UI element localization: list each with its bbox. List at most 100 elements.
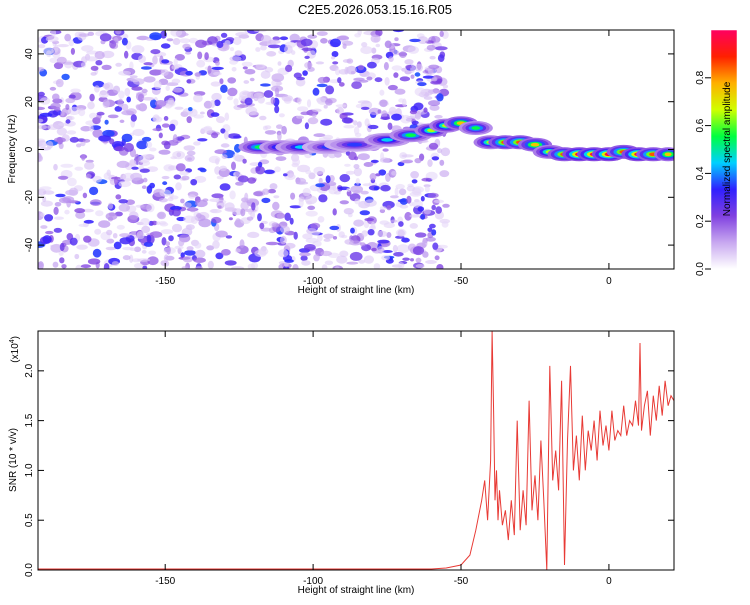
noise-blob [200,127,213,134]
noise-blob [284,212,292,221]
noise-blob [353,219,364,227]
noise-blob [53,227,63,233]
noise-blob [59,242,65,252]
noise-blob [159,189,172,197]
noise-blob [136,104,141,111]
noise-blob [199,111,205,115]
noise-blob [384,40,392,49]
noise-blob [302,233,313,240]
noise-blob [56,56,67,64]
noise-blob [67,106,81,116]
noise-blob [283,173,288,177]
noise-blob [264,130,277,135]
noise-blob [105,212,118,221]
noise-blob [170,156,177,160]
noise-blob [170,30,183,37]
noise-blob [84,161,95,170]
noise-blob [38,153,42,162]
noise-blob [57,44,69,48]
noise-blob [260,45,267,51]
noise-blob [178,239,185,247]
noise-blob [280,225,290,234]
noise-blob [220,128,226,134]
noise-blob [332,208,337,216]
noise-blob [92,248,102,258]
noise-blob [439,30,444,37]
noise-blob [46,141,54,149]
noise-blob [171,78,181,84]
noise-blob [373,263,381,269]
noise-blob [153,80,162,90]
noise-blob [422,251,429,258]
noise-blob [106,229,113,236]
noise-blob [151,220,158,226]
noise-blob [437,54,445,62]
noise-blob [188,107,193,112]
noise-blob [345,170,355,175]
noise-blob [362,183,372,187]
noise-blob [82,192,88,199]
noise-blob [404,70,412,75]
noise-blob [106,238,115,244]
noise-blob [344,239,354,245]
noise-blob [427,89,441,95]
y-tick-label: -20 [24,190,35,205]
noise-blob [369,173,377,181]
noise-blob [160,43,171,49]
noise-blob [189,206,197,213]
noise-blob [261,197,271,204]
noise-blob [353,167,362,177]
noise-blob [231,161,236,171]
noise-blob [81,154,86,161]
noise-blob [397,161,405,167]
noise-blob [127,215,138,223]
noise-blob [439,170,450,178]
noise-blob [122,255,131,261]
noise-blob [152,128,163,132]
noise-blob [211,92,222,102]
noise-blob [382,250,393,253]
noise-blob [423,107,428,113]
noise-blob [399,204,409,209]
noise-blob [115,62,122,67]
noise-blob [216,40,224,49]
noise-blob [74,253,80,260]
noise-blob [171,223,183,233]
noise-blob [272,201,280,211]
noise-blob [136,35,150,41]
noise-blob [225,235,233,239]
noise-blob [78,223,89,227]
noise-blob [285,64,293,72]
noise-blob [275,156,287,162]
noise-blob [421,239,428,248]
noise-blob [89,199,102,207]
noise-blob [317,216,325,223]
noise-blob [263,90,274,98]
noise-blob [168,165,179,171]
noise-blob [300,255,308,261]
noise-blob [382,148,389,152]
signal-blob [405,133,417,137]
noise-blob [121,133,133,143]
noise-blob [332,236,338,240]
noise-blob [399,76,411,82]
noise-blob [185,70,193,76]
noise-blob [220,32,228,38]
colorbar-tick-label: 0.0 [695,262,706,276]
noise-blob [87,31,95,36]
noise-blob [38,106,46,111]
noise-blob [427,192,439,199]
noise-blob [407,46,419,54]
noise-blob [146,234,152,244]
noise-blob [338,82,345,87]
noise-blob [374,77,383,83]
noise-blob [428,100,440,107]
noise-blob [371,47,377,54]
noise-blob [174,245,184,250]
noise-blob [207,65,212,74]
noise-blob [99,33,112,42]
noise-blob [174,54,185,61]
noise-blob [351,81,362,89]
noise-blob [344,163,351,167]
noise-blob [423,96,433,100]
